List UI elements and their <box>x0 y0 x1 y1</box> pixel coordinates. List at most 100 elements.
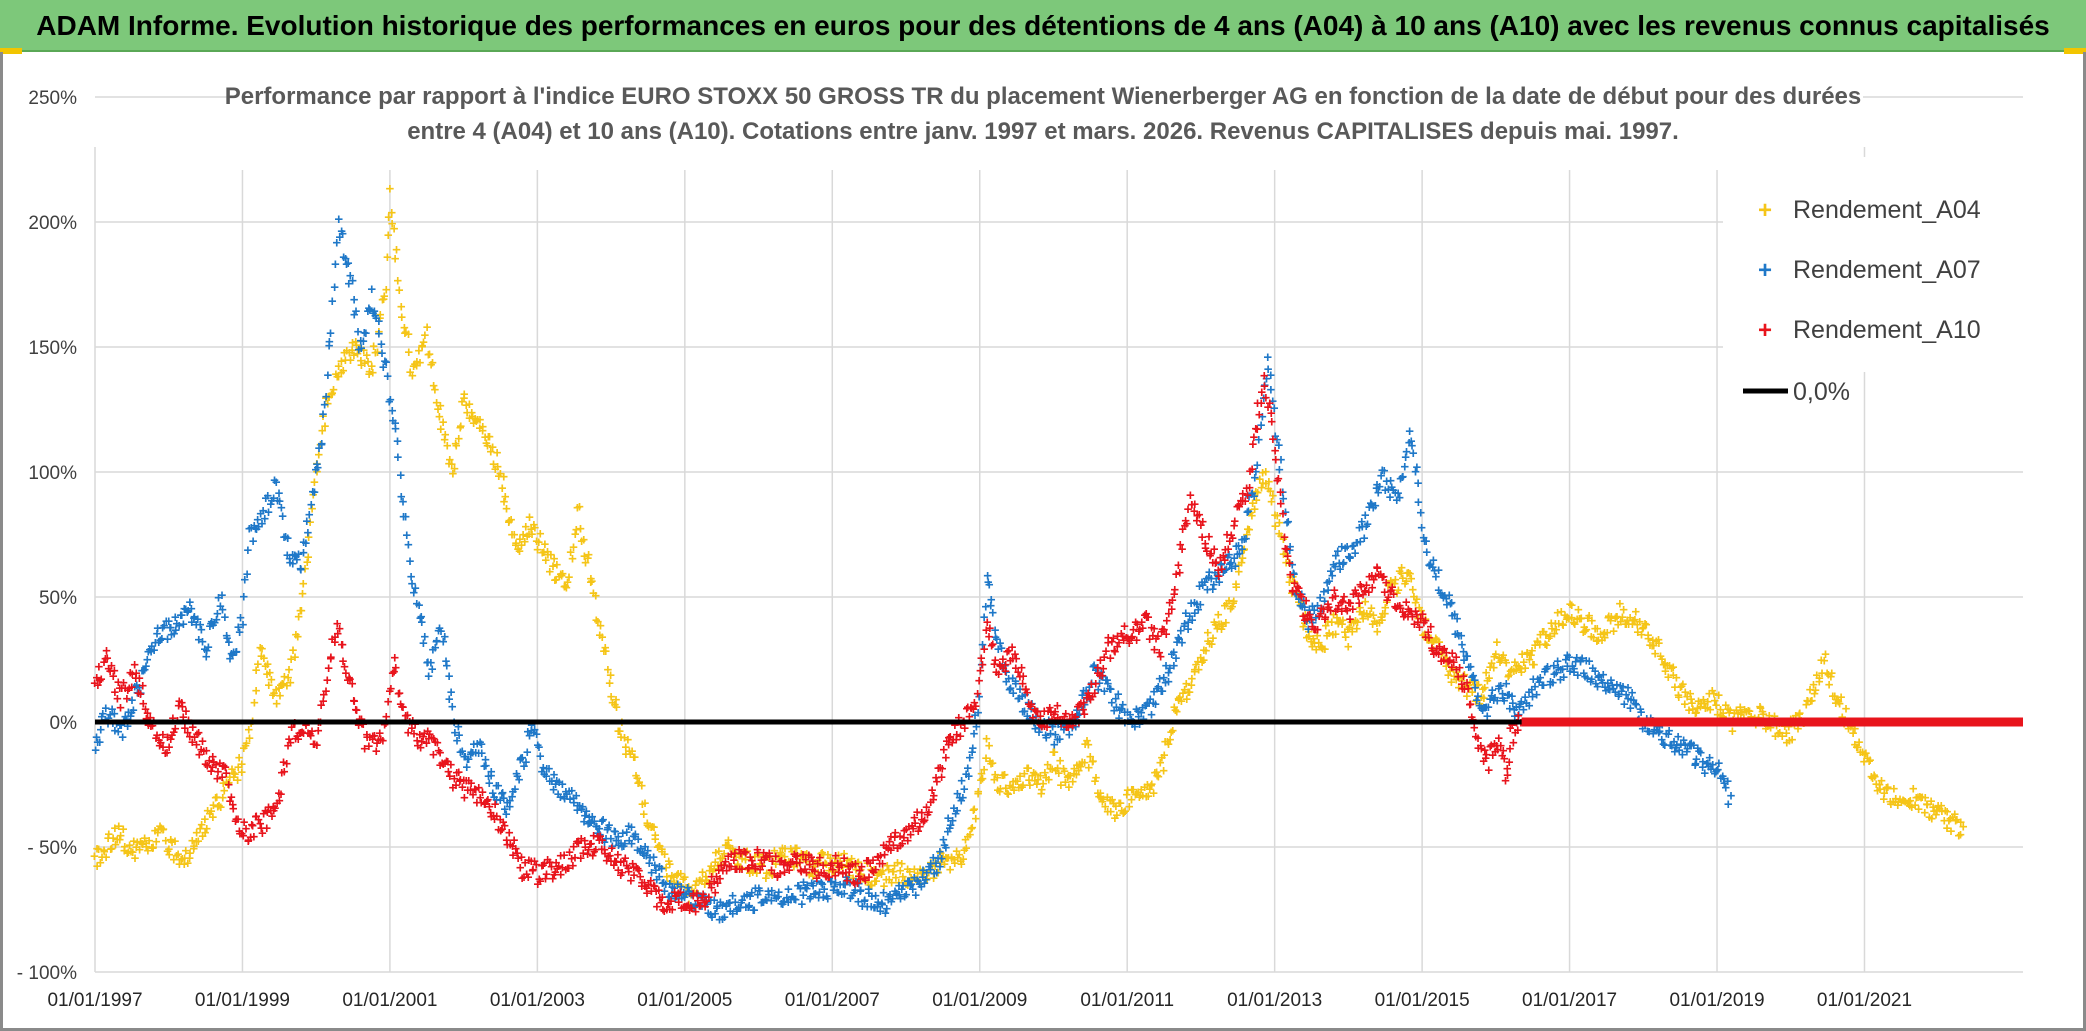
data-point: + <box>1048 761 1057 778</box>
data-point: + <box>1701 700 1710 717</box>
data-point: + <box>991 767 1000 784</box>
data-point: + <box>889 864 898 881</box>
data-point: + <box>270 472 279 489</box>
data-point: + <box>818 845 827 862</box>
data-point: + <box>1655 635 1664 652</box>
data-point: + <box>170 625 179 642</box>
data-point: + <box>468 408 477 425</box>
data-point: + <box>942 840 951 857</box>
data-point: + <box>625 743 634 760</box>
data-point: + <box>197 621 206 638</box>
data-point: + <box>149 840 158 857</box>
data-point: + <box>1452 664 1461 681</box>
data-point: + <box>700 876 709 893</box>
data-point: + <box>545 564 554 581</box>
data-point: + <box>1088 753 1097 770</box>
data-point: + <box>584 546 593 563</box>
data-point: + <box>1827 669 1836 686</box>
data-point: + <box>1113 807 1122 824</box>
data-point: + <box>276 687 285 704</box>
data-point: + <box>440 432 449 449</box>
data-point: + <box>1916 789 1925 806</box>
data-point: + <box>1873 782 1882 799</box>
data-point: + <box>605 675 614 692</box>
data-point: + <box>1732 702 1741 719</box>
data-point: + <box>856 861 865 878</box>
data-point: + <box>1406 565 1415 582</box>
data-point: + <box>201 825 210 842</box>
data-point: + <box>1063 769 1072 786</box>
data-point: + <box>1896 791 1905 808</box>
data-point: + <box>250 518 259 535</box>
data-point: + <box>1449 660 1458 677</box>
data-point: + <box>1784 719 1793 736</box>
data-point: + <box>1563 609 1572 626</box>
data-point: + <box>265 664 274 681</box>
data-point: + <box>178 851 187 868</box>
data-point: + <box>768 867 777 884</box>
data-point: + <box>1808 693 1817 710</box>
data-point: + <box>1834 694 1843 711</box>
data-point: + <box>328 385 337 402</box>
data-point: + <box>1257 480 1266 497</box>
data-point: + <box>1023 760 1032 777</box>
data-point: + <box>790 858 799 875</box>
data-point: + <box>1591 621 1600 638</box>
data-point: + <box>1527 647 1536 664</box>
data-point: + <box>1502 654 1511 671</box>
data-point: + <box>684 879 693 896</box>
data-point: + <box>1360 605 1369 622</box>
data-point: + <box>1828 688 1837 705</box>
data-point: + <box>1424 632 1433 649</box>
data-point: + <box>145 642 154 659</box>
data-point: + <box>1604 608 1613 625</box>
data-point: + <box>1921 790 1930 807</box>
data-point: + <box>1529 656 1538 673</box>
data-point: + <box>314 446 323 463</box>
data-point: + <box>887 874 896 891</box>
data-point: + <box>1561 607 1570 624</box>
data-point: + <box>1499 647 1508 664</box>
data-point: + <box>1258 464 1267 481</box>
data-point: + <box>655 838 664 855</box>
data-point: + <box>519 526 528 543</box>
data-point: + <box>297 603 306 620</box>
data-point: + <box>1377 609 1386 626</box>
data-point: + <box>762 865 771 882</box>
data-point: + <box>322 389 331 406</box>
data-point: + <box>1343 621 1352 638</box>
data-point: + <box>633 770 642 787</box>
data-point: + <box>634 775 643 792</box>
data-point: + <box>1397 565 1406 582</box>
data-point: + <box>267 671 276 688</box>
data-point: + <box>686 887 695 904</box>
data-point: + <box>226 651 235 668</box>
data-point: + <box>376 310 385 327</box>
data-point: + <box>198 634 207 651</box>
data-point: + <box>1637 627 1646 644</box>
data-point: + <box>974 784 983 801</box>
data-point: + <box>641 795 650 812</box>
data-point: + <box>181 843 190 860</box>
data-point: + <box>1947 823 1956 840</box>
data-point: + <box>1613 608 1622 625</box>
data-point: + <box>278 508 287 525</box>
data-point: + <box>628 743 637 760</box>
data-point: + <box>919 866 928 883</box>
data-point: + <box>132 839 141 856</box>
data-point: + <box>507 512 516 529</box>
data-point: + <box>1135 789 1144 806</box>
data-point: + <box>813 852 822 869</box>
data-point: + <box>135 679 144 696</box>
data-point: + <box>129 702 138 719</box>
data-point: + <box>353 346 362 363</box>
data-point: + <box>1533 633 1542 650</box>
data-point: + <box>702 872 711 889</box>
data-point: + <box>1423 632 1432 649</box>
data-point: + <box>1680 696 1689 713</box>
data-point: + <box>1215 616 1224 633</box>
data-point: + <box>974 785 983 802</box>
data-point: + <box>1689 701 1698 718</box>
data-point: + <box>1727 788 1736 805</box>
data-point: + <box>313 737 322 754</box>
